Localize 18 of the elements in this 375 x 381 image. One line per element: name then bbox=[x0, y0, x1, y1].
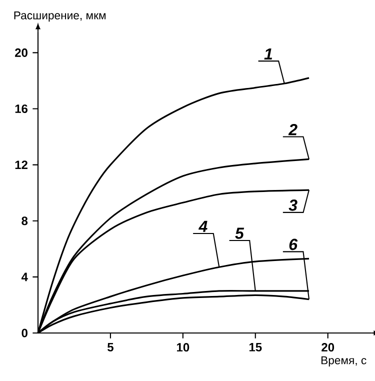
y-tick-label: 16 bbox=[15, 104, 28, 114]
y-tick-label: 12 bbox=[15, 160, 28, 169]
series-label: 2 bbox=[288, 124, 298, 136]
y-tick-label: 8 bbox=[22, 216, 28, 226]
x-tick-label: 15 bbox=[249, 343, 262, 352]
text: 6 bbox=[289, 238, 298, 250]
y-tick-label: 0 bbox=[22, 328, 28, 338]
text: 5 bbox=[235, 228, 244, 239]
x-axis-title: Время, с bbox=[321, 356, 366, 367]
y-tick-label: 20 bbox=[15, 48, 28, 57]
y-tick-label: 4 bbox=[21, 272, 28, 282]
series-label: 3 bbox=[288, 200, 298, 211]
y-axis-title: Расширение, мкм bbox=[14, 11, 106, 22]
x-tick-label: 5 bbox=[108, 343, 114, 352]
series-label: 1 bbox=[264, 48, 272, 60]
x-tick-label: 10 bbox=[177, 343, 190, 352]
text: 4 bbox=[198, 220, 208, 232]
x-tick-label: 20 bbox=[322, 343, 334, 352]
